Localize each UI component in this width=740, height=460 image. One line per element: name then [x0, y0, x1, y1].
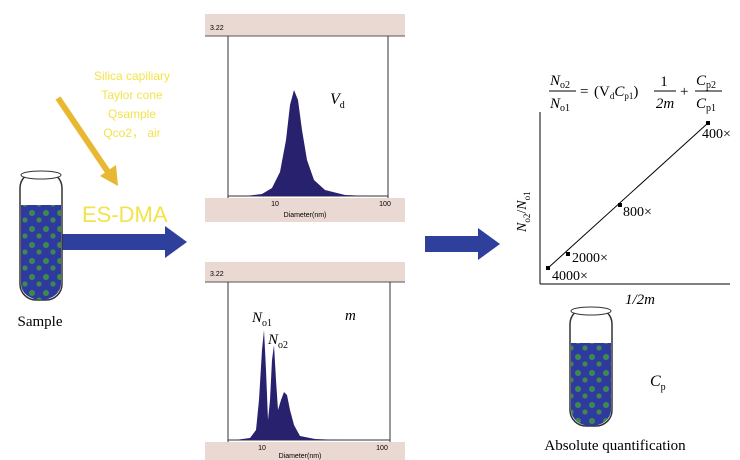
- x-axis-label: 1/2m: [625, 292, 655, 308]
- peak-label: No1: [251, 310, 272, 329]
- point-label: 2000×: [572, 251, 608, 266]
- annotation-line: Silica capiliary: [94, 69, 170, 83]
- x-tick-label: 10: [271, 201, 279, 208]
- x-axis-label: Diameter(nm): [279, 453, 322, 460]
- arrow: [45, 226, 187, 258]
- point-labels: 400× 800× 2000× 4000×: [552, 127, 731, 284]
- annotation-arrow: [58, 98, 108, 172]
- label-sub: o1: [522, 191, 532, 200]
- header-label: 3.22: [210, 271, 224, 278]
- eq-main: ): [633, 84, 638, 100]
- annotation-line: Taylor cone: [101, 88, 163, 102]
- symbol-sub: d: [340, 100, 345, 111]
- peak-sub: o2: [278, 340, 288, 351]
- eq-part: =: [580, 84, 588, 100]
- label-main: C: [650, 373, 661, 390]
- label-sub: o2: [522, 214, 532, 223]
- eq-part: (VdCp1): [594, 84, 638, 101]
- eq-sub: p1: [624, 91, 633, 101]
- x-tick-label: 100: [376, 445, 388, 452]
- eq-part: +: [680, 84, 688, 100]
- equation: No2 No1 = (VdCp1) 1 2m + Cp2 Cp1: [549, 73, 722, 114]
- point-label: 400×: [702, 127, 731, 142]
- eq-sub: o2: [560, 80, 570, 91]
- vial: [20, 171, 62, 300]
- eq-part: 1: [660, 74, 668, 90]
- eq-sub: p1: [706, 103, 716, 114]
- eq-part: No1: [549, 96, 570, 114]
- eq-main: (V: [594, 84, 610, 100]
- fit-line: [548, 123, 708, 268]
- label-main: N: [515, 222, 530, 233]
- caption: Absolute quantification: [544, 438, 686, 454]
- arrow: [425, 228, 500, 260]
- label-main: N: [515, 200, 530, 211]
- eq-part: No2: [549, 73, 570, 91]
- eq-part: Cp1: [696, 96, 716, 114]
- peak-label: No2: [267, 332, 288, 351]
- point: [618, 203, 622, 207]
- vial: [570, 307, 612, 426]
- vial-label: Cp: [650, 373, 666, 393]
- eq-part: 2m: [656, 96, 675, 112]
- point: [546, 266, 550, 270]
- annotation: Silica capiliary Taylor cone Qsample Qco…: [94, 69, 170, 140]
- eq-sub: o1: [560, 103, 570, 114]
- x-tick-label: 100: [379, 201, 391, 208]
- top-spectrum: 3.22 Vd 10 100 Diameter(nm): [205, 14, 405, 222]
- header-label: 3.22: [210, 25, 224, 32]
- point-label: 800×: [623, 205, 652, 220]
- point: [566, 252, 570, 256]
- point-label: 4000×: [552, 269, 588, 284]
- eq-sub: p2: [706, 80, 716, 91]
- figure: Silica capiliary Taylor cone Qsample Qco…: [0, 0, 740, 460]
- symbol: Vd: [330, 91, 345, 111]
- method-label: ES-DMA: [82, 202, 168, 227]
- calibration-plot: 400× 800× 2000× 4000× No2/No1 1/2m: [515, 112, 731, 308]
- x-tick-label: 10: [258, 445, 266, 452]
- y-axis-label: No2/No1: [515, 191, 532, 233]
- x-axis-label: Diameter(nm): [284, 212, 327, 219]
- sample-label: Sample: [18, 314, 63, 330]
- eq-part: Cp2: [696, 73, 716, 91]
- annotation-line: Qsample: [108, 107, 156, 121]
- annotation-line: Qco2， air: [103, 126, 160, 140]
- point: [706, 121, 710, 125]
- bottom-spectrum: 3.22 No1 No2 m 10 100 Diameter(nm): [205, 262, 405, 460]
- symbol: m: [345, 308, 356, 324]
- peak-sub: o1: [262, 318, 272, 329]
- label-sub: p: [661, 382, 666, 393]
